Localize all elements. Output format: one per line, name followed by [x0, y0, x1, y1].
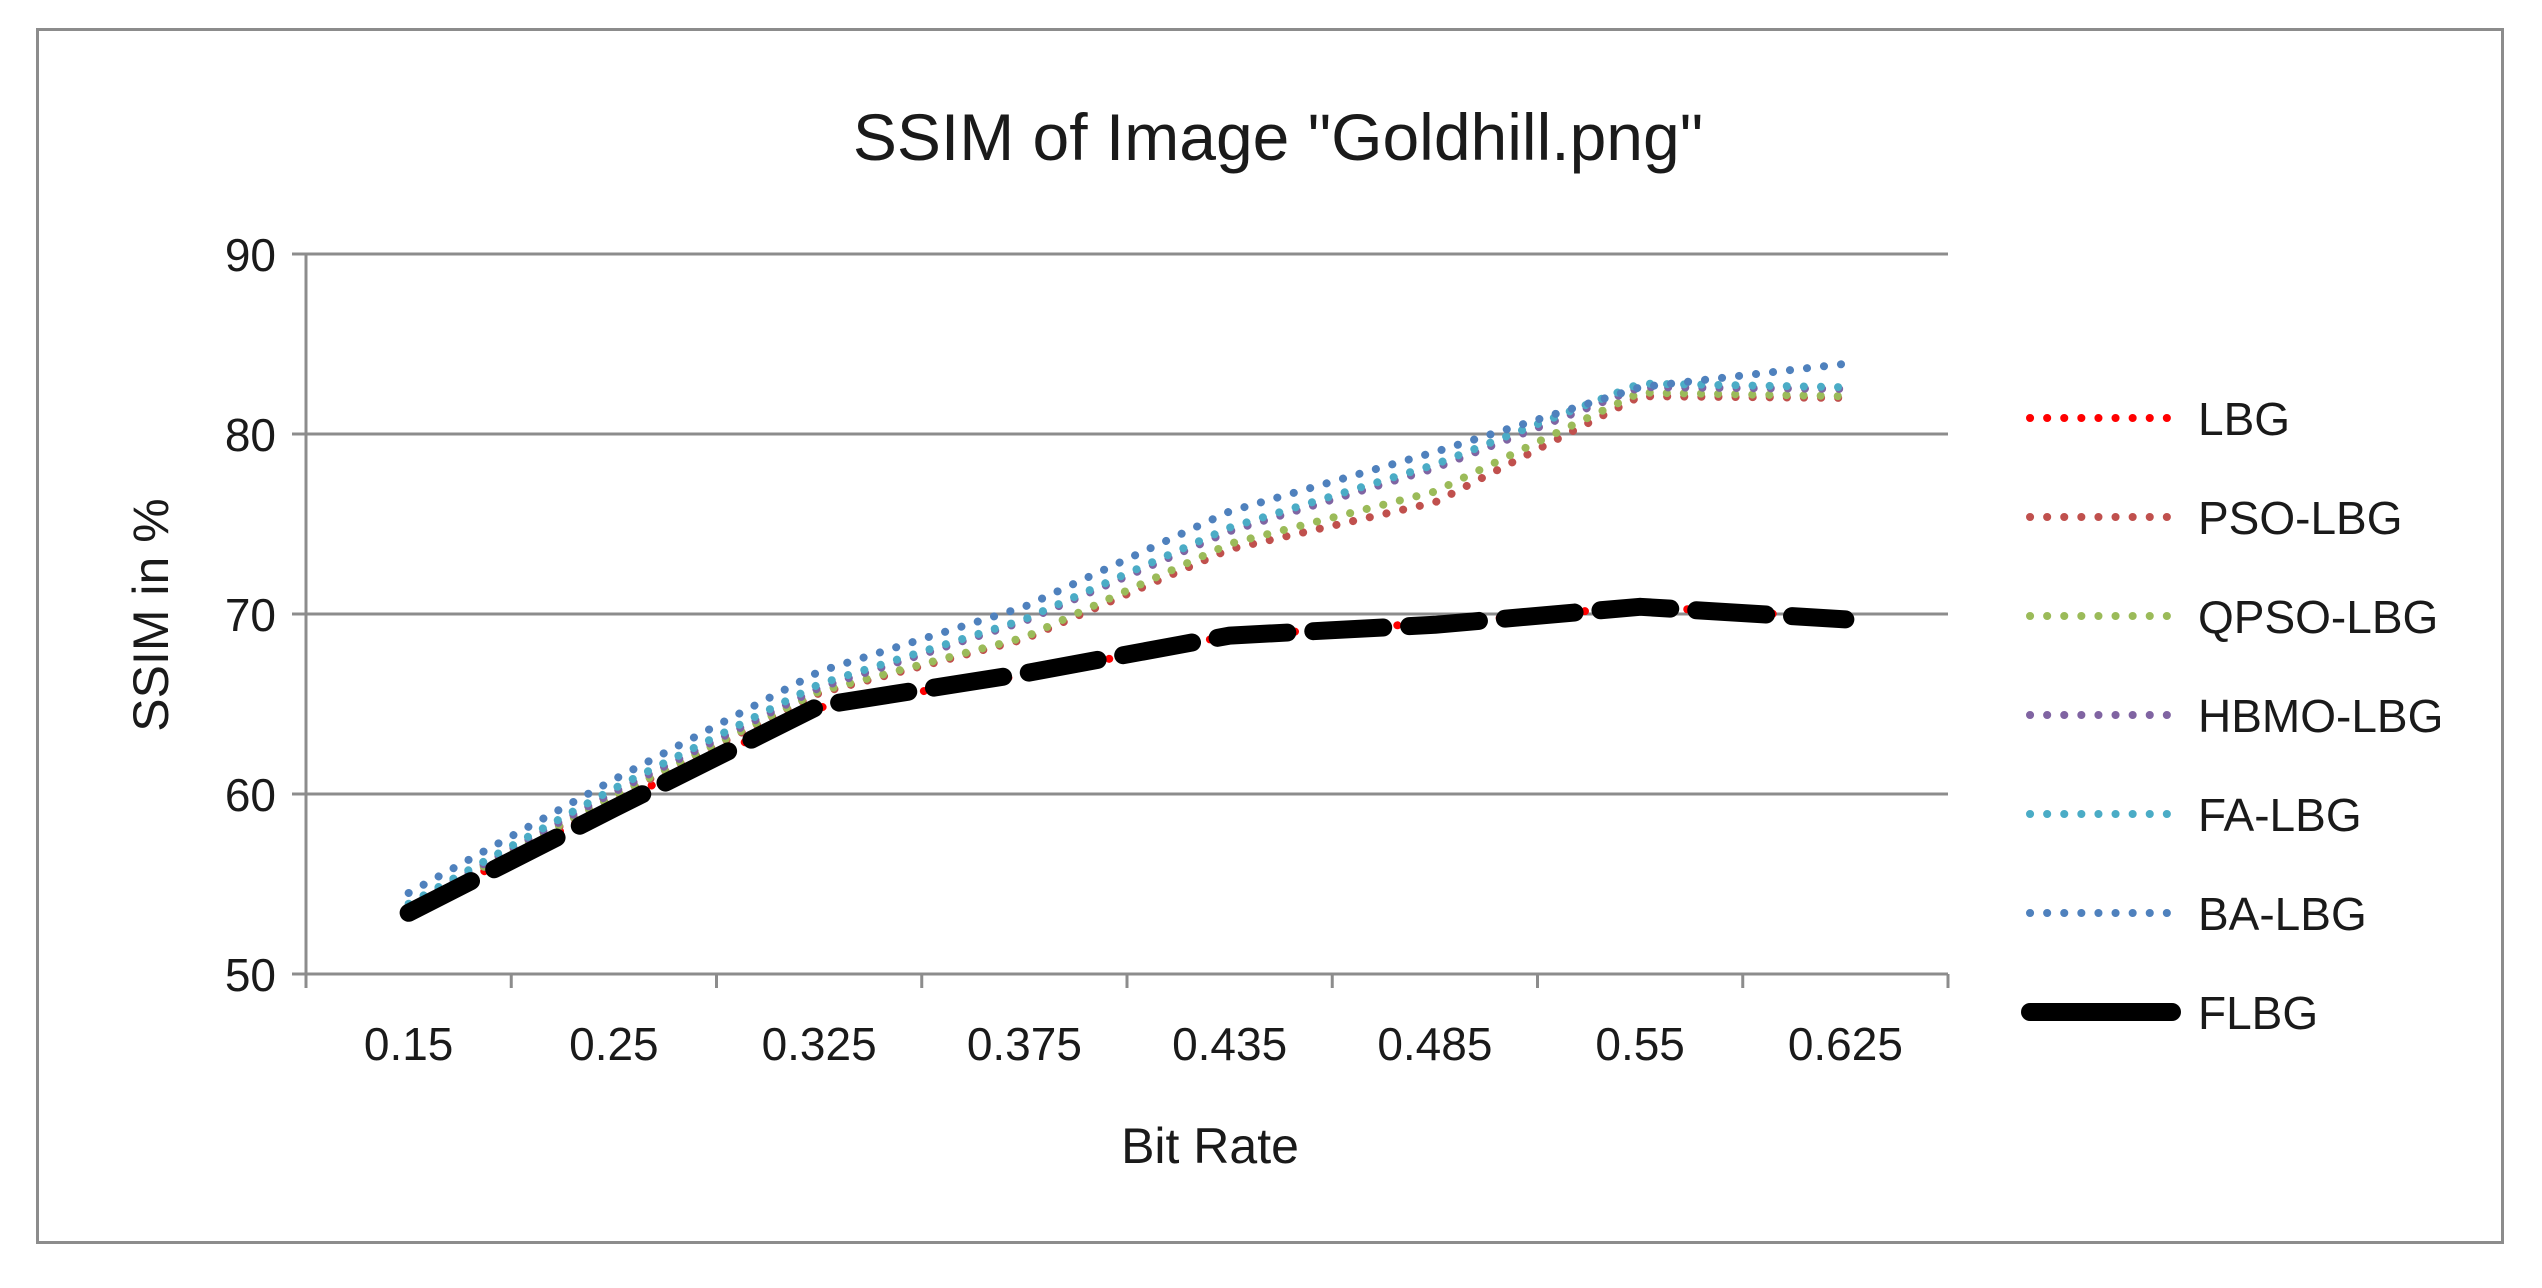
legend-label-ba-lbg: BA-LBG: [2198, 888, 2367, 940]
y-axis-label: SSIM in %: [123, 498, 179, 731]
series-line-fa-lbg: [404, 379, 1850, 908]
x-tick-label: 0.435: [1172, 1018, 1287, 1070]
legend: LBG PSO-LBG QPSO-LBG HBMO-LBG FA-LBG BA-LBG FL…: [2021, 393, 2443, 1039]
x-tick-label: 0.325: [762, 1018, 877, 1070]
y-tick-label: 50: [225, 949, 276, 1001]
y-tick-labels: 50 60 70 80 90: [225, 229, 276, 1001]
y-tick-label: 90: [225, 229, 276, 281]
x-tick-label: 0.625: [1788, 1018, 1903, 1070]
x-tick-label: 0.375: [967, 1018, 1082, 1070]
legend-label-hbmo-lbg: HBMO-LBG: [2198, 690, 2443, 742]
x-tick-label: 0.25: [569, 1018, 659, 1070]
x-tick-label: 0.15: [364, 1018, 454, 1070]
x-tick-label: 0.485: [1377, 1018, 1492, 1070]
legend-label-fa-lbg: FA-LBG: [2198, 789, 2362, 841]
series-line-ba-lbg: [404, 359, 1850, 897]
y-tick-label: 70: [225, 589, 276, 641]
x-tick-labels: 0.15 0.25 0.325 0.375 0.435 0.485 0.55 0.625: [364, 1018, 1903, 1070]
x-axis-label: Bit Rate: [1121, 1118, 1299, 1174]
legend-label-pso-lbg: PSO-LBG: [2198, 492, 2403, 544]
axes: [304, 254, 1950, 988]
x-tick-label: 0.55: [1595, 1018, 1685, 1070]
chart-title: SSIM of Image "Goldhill.png": [853, 100, 1703, 174]
legend-label-lbg: LBG: [2198, 393, 2290, 445]
y-tick-label: 60: [225, 769, 276, 821]
series-lines: [399, 359, 1855, 922]
series-line-flbg: [399, 597, 1855, 922]
legend-label-flbg: FLBG: [2198, 987, 2318, 1039]
legend-label-qpso-lbg: QPSO-LBG: [2198, 591, 2438, 643]
y-tick-label: 80: [225, 409, 276, 461]
